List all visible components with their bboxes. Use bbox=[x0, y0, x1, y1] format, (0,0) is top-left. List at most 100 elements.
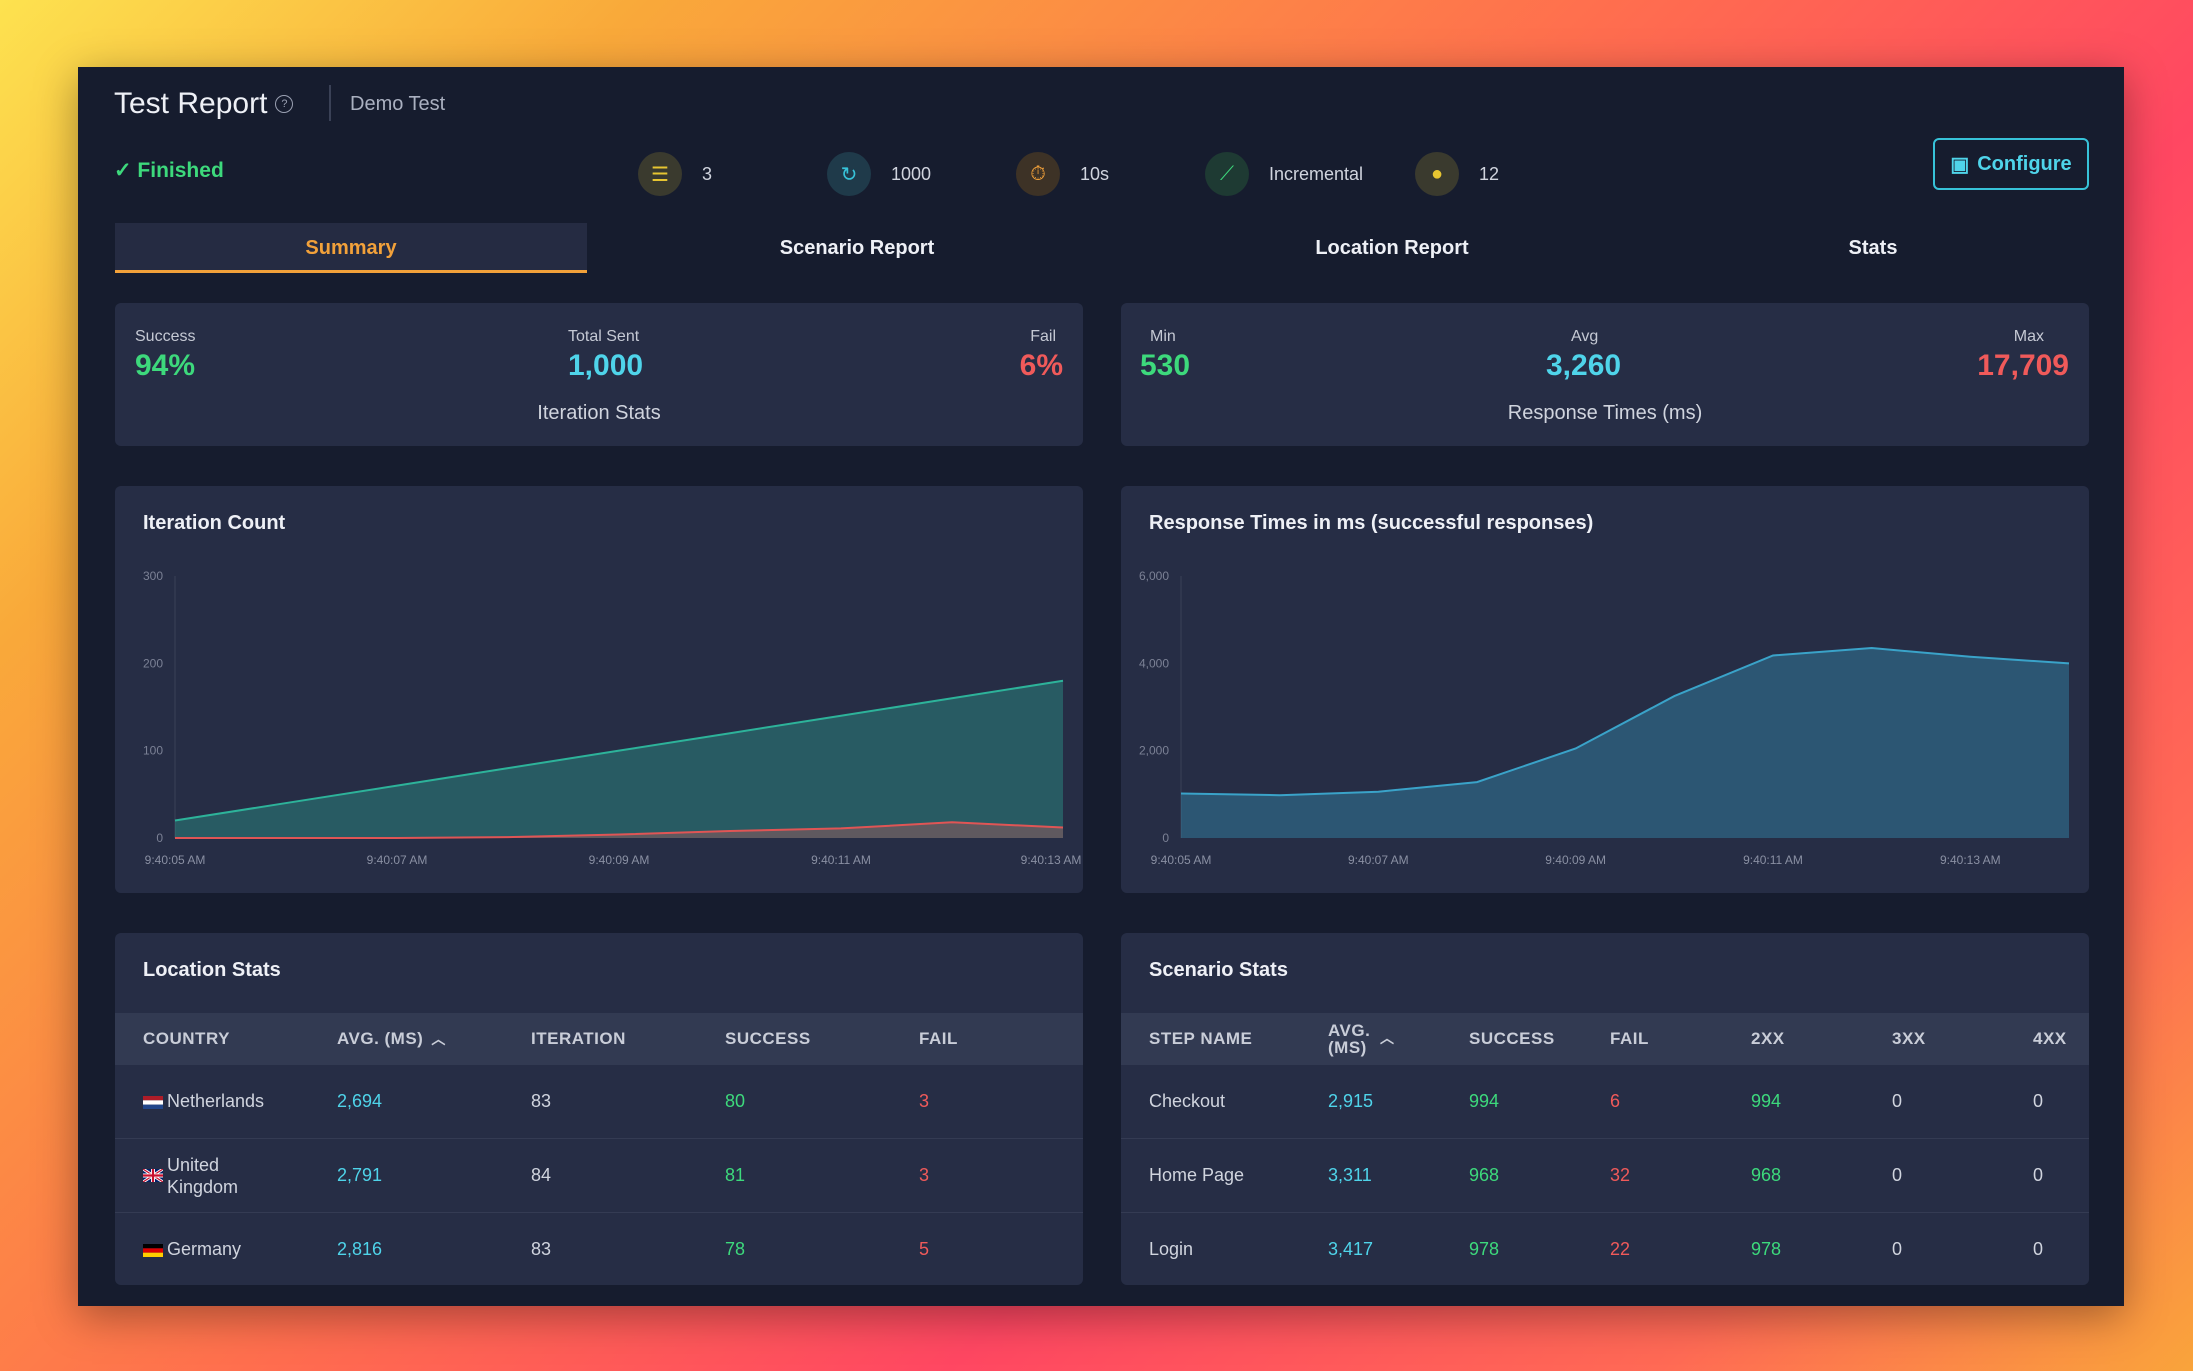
4xx-cell: 0 bbox=[2005, 1138, 2089, 1213]
avg-cell: 2,816 bbox=[309, 1212, 503, 1285]
configure-icon: ▣ bbox=[1950, 153, 1970, 176]
series-area bbox=[175, 822, 1063, 838]
col-3xx[interactable]: 3XX bbox=[1864, 1013, 2005, 1065]
country-cell: Netherlands bbox=[115, 1065, 309, 1139]
country-name: Netherlands bbox=[167, 1091, 265, 1111]
response-times-chart: 0 2,000 4,000 6,000 9:40:05 AM 9:40:07 AM 9:40… bbox=[1139, 569, 2070, 867]
response-stats-card: Min 530 Avg 3,260 Max 17,709 Response Ti… bbox=[1121, 303, 2089, 446]
report-window: Test Report ? Demo Test ✓ Finished ☰ 3 ↻… bbox=[78, 67, 2124, 1306]
fail-label: Fail bbox=[1030, 328, 1056, 345]
col-iteration[interactable]: ITERATION bbox=[503, 1013, 697, 1065]
step-name-cell: Checkout bbox=[1149, 1091, 1226, 1111]
globe-icon: ● bbox=[1415, 152, 1459, 196]
success-value: 94% bbox=[135, 349, 196, 382]
y-tick-label: 2,000 bbox=[1139, 744, 1169, 758]
fail-value: 6% bbox=[1019, 349, 1063, 382]
series-line bbox=[175, 821, 1064, 839]
col-country[interactable]: COUNTRY bbox=[115, 1013, 309, 1065]
col-4xx[interactable]: 4XX bbox=[2005, 1013, 2089, 1065]
col-avg[interactable]: AVG. (MS) ︿ bbox=[1300, 1013, 1441, 1065]
table-row: United Kingdom 2,791 84 81 3 bbox=[115, 1138, 1083, 1213]
iteration-count-chart-title: Iteration Count bbox=[143, 512, 286, 534]
iterations-value: 1000 bbox=[891, 163, 932, 184]
success-cell: 978 bbox=[1441, 1212, 1582, 1285]
3xx-cell: 0 bbox=[1864, 1138, 2005, 1213]
y-tick-label: 4,000 bbox=[1139, 656, 1169, 670]
location-stats-title: Location Stats bbox=[143, 959, 281, 981]
col-avg[interactable]: AVG. (MS) ︿ bbox=[309, 1013, 503, 1065]
x-tick-label: 9:40:11 AM bbox=[811, 853, 871, 867]
x-tick-label: 9:40:07 AM bbox=[367, 853, 428, 867]
steps-stat: ☰ 3 bbox=[638, 152, 712, 196]
x-tick-label: 9:40:09 AM bbox=[1545, 853, 1606, 867]
test-name: Demo Test bbox=[350, 93, 446, 115]
tab-scenario-report[interactable]: Scenario Report bbox=[779, 237, 935, 259]
min-label: Min bbox=[1150, 328, 1176, 345]
col-success[interactable]: SUCCESS bbox=[1441, 1013, 1582, 1065]
fail-cell: 32 bbox=[1582, 1138, 1723, 1213]
location-stats-table: COUNTRY AVG. (MS) ︿ ITERATION SUCCESS FAI… bbox=[115, 1013, 1083, 1285]
configure-button[interactable]: ▣ Configure bbox=[1933, 138, 2089, 190]
col-fail[interactable]: FAIL bbox=[1582, 1013, 1723, 1065]
col-2xx[interactable]: 2XX bbox=[1723, 1013, 1864, 1065]
3xx-cell: 0 bbox=[1864, 1212, 2005, 1285]
avg-cell: 2,694 bbox=[337, 1091, 383, 1111]
steps-value: 3 bbox=[702, 163, 713, 184]
col-avg-label: AVG. (MS) bbox=[1328, 1021, 1371, 1057]
tab-location-report[interactable]: Location Report bbox=[1315, 237, 1469, 259]
locations-value: 12 bbox=[1479, 163, 1500, 184]
col-fail[interactable]: FAIL bbox=[891, 1013, 1083, 1065]
chevron-up-icon: ︿ bbox=[1380, 1030, 1395, 1047]
table-row: Netherlands 2,694 83 80 3 bbox=[115, 1065, 1083, 1139]
avg-value: 3,260 bbox=[1546, 349, 1622, 382]
series-area bbox=[1181, 648, 2069, 838]
uk-flag-icon bbox=[143, 1169, 163, 1182]
fail-cell: 5 bbox=[891, 1212, 1083, 1285]
3xx-cell: 0 bbox=[1892, 1091, 1903, 1111]
configure-label: Configure bbox=[1977, 152, 2072, 175]
min-value: 530 bbox=[1140, 349, 1191, 382]
iterations-stat: ↻ 1000 bbox=[827, 152, 931, 196]
country-cell: United Kingdom bbox=[115, 1138, 309, 1213]
col-step-name[interactable]: STEP NAME bbox=[1121, 1013, 1300, 1065]
location-stats-card: Location Stats COUNTRY AVG. (MS) ︿ ITERAT… bbox=[115, 933, 1083, 1285]
scenario-stats-title: Scenario Stats bbox=[1149, 959, 1288, 981]
avg-cell: 3,311 bbox=[1300, 1138, 1441, 1213]
fail-cell: 3 bbox=[919, 1091, 930, 1111]
title-divider bbox=[329, 85, 331, 121]
tab-summary[interactable]: Summary bbox=[115, 223, 587, 273]
col-avg-label: AVG. (MS) bbox=[337, 1029, 424, 1048]
country-name: United Kingdom bbox=[167, 1154, 239, 1197]
load-type-value: Incremental bbox=[1269, 163, 1364, 184]
iteration-cell: 83 bbox=[531, 1091, 552, 1111]
total-sent-label: Total Sent bbox=[568, 328, 640, 345]
iteration-cell: 84 bbox=[503, 1138, 697, 1213]
fail-cell: 6 bbox=[1610, 1091, 1621, 1111]
series-area bbox=[175, 680, 1063, 838]
success-cell: 994 bbox=[1469, 1091, 1500, 1111]
response-stats-caption: Response Times (ms) bbox=[1507, 402, 1703, 424]
chevron-up-icon: ︿ bbox=[431, 1031, 446, 1047]
response-times-chart-card: Response Times in ms (successful respons… bbox=[1121, 486, 2089, 893]
x-tick-label: 9:40:05 AM bbox=[145, 853, 206, 867]
country-name: Germany bbox=[167, 1239, 242, 1259]
refresh-icon: ↻ bbox=[827, 152, 871, 196]
country-cell: Germany bbox=[115, 1212, 309, 1285]
4xx-cell: 0 bbox=[2033, 1091, 2044, 1111]
avg-cell: 2,791 bbox=[309, 1138, 503, 1213]
iteration-count-chart: 0 100 200 300 9:40:05 AM 9:40:07 AM 9:40:09 AM… bbox=[143, 569, 1082, 867]
table-row: Home Page 3,311 968 32 968 0 0 bbox=[1121, 1138, 2089, 1213]
col-success[interactable]: SUCCESS bbox=[697, 1013, 891, 1065]
germany-flag-icon bbox=[143, 1243, 163, 1257]
avg-cell: 2,915 bbox=[1328, 1091, 1374, 1111]
help-icon[interactable]: ? bbox=[275, 95, 294, 113]
tab-stats[interactable]: Stats bbox=[1848, 237, 1898, 259]
duration-value: 10s bbox=[1080, 163, 1110, 184]
2xx-cell: 968 bbox=[1723, 1138, 1864, 1213]
avg-label: Avg bbox=[1571, 328, 1599, 345]
load-type-stat: ⟋ Incremental bbox=[1205, 152, 1363, 196]
4xx-cell: 0 bbox=[2005, 1212, 2089, 1285]
x-tick-label: 9:40:13 AM bbox=[1021, 853, 1082, 867]
step-name-cell: Login bbox=[1121, 1212, 1300, 1285]
table-row: Checkout 2,915 994 6 994 0 0 bbox=[1121, 1065, 2089, 1139]
